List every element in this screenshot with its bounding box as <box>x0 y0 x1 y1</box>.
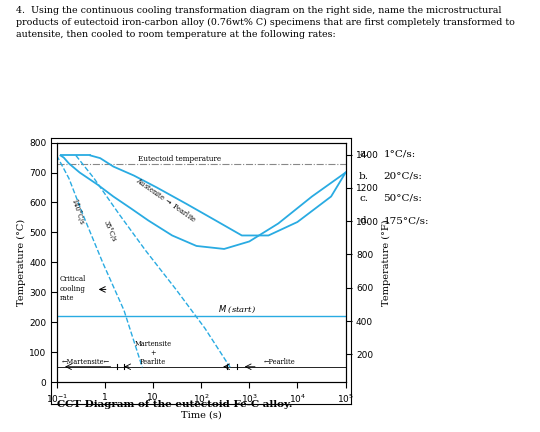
Text: Austenite $\rightarrow$ Pearlite: Austenite $\rightarrow$ Pearlite <box>134 175 199 224</box>
Text: 1°C/s:: 1°C/s: <box>383 149 416 158</box>
Text: 50°C/s:: 50°C/s: <box>383 194 422 203</box>
Text: 35°C/s: 35°C/s <box>102 219 118 244</box>
Text: 4.  Using the continuous cooling transformation diagram on the right side, name : 4. Using the continuous cooling transfor… <box>16 6 515 39</box>
Text: 175°C/s:: 175°C/s: <box>383 216 429 226</box>
X-axis label: Time (s): Time (s) <box>181 411 221 420</box>
Text: d.: d. <box>359 216 369 226</box>
Y-axis label: Temperature (°C): Temperature (°C) <box>17 219 26 306</box>
Text: c.: c. <box>359 194 368 203</box>
Text: 20°C/s:: 20°C/s: <box>383 172 422 181</box>
Text: ←Pearlite: ←Pearlite <box>264 358 295 366</box>
Text: $M$ (start): $M$ (start) <box>219 304 256 315</box>
Text: Eutectoid temperature: Eutectoid temperature <box>138 155 221 162</box>
Text: 140°C/s: 140°C/s <box>69 197 85 226</box>
Text: CCT Diagram of the eutectoid Fe-C alloy.: CCT Diagram of the eutectoid Fe-C alloy. <box>57 400 292 409</box>
Text: a.: a. <box>359 149 368 158</box>
Y-axis label: Temperature (°F): Temperature (°F) <box>382 219 391 306</box>
Text: Critical
cooling
rate: Critical cooling rate <box>59 275 86 302</box>
Text: b.: b. <box>359 172 369 181</box>
Text: Martensite
+
Pearlite: Martensite + Pearlite <box>134 340 172 366</box>
Text: ←Martensite←: ←Martensite← <box>62 358 110 365</box>
